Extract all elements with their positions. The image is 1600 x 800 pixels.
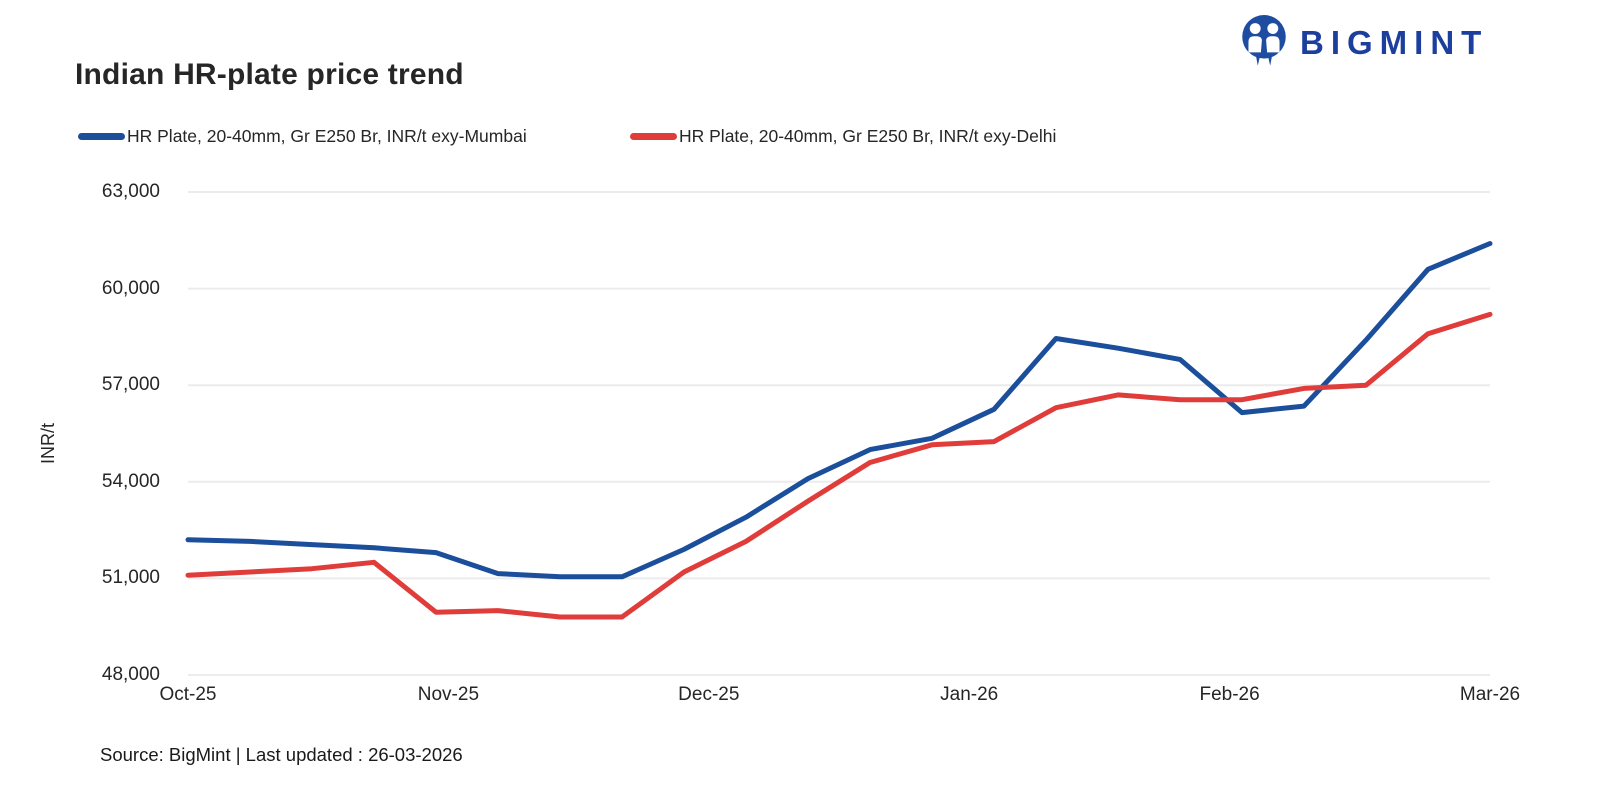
legend-label-mumbai: HR Plate, 20-40mm, Gr E250 Br, INR/t exy… bbox=[127, 126, 527, 146]
x-tick-label: Oct-25 bbox=[159, 684, 217, 705]
y-axis-title: INR/t bbox=[38, 422, 59, 465]
y-tick-label: 63,000 bbox=[101, 181, 160, 202]
bigmint-logo-icon bbox=[1242, 15, 1286, 66]
legend-item-mumbai: HR Plate, 20-40mm, Gr E250 Br, INR/t exy… bbox=[78, 126, 527, 147]
legend-swatch-delhi bbox=[630, 133, 677, 140]
series-line bbox=[185, 311, 1493, 620]
x-tick-label: Jan-26 bbox=[940, 684, 999, 705]
price-trend-chart bbox=[185, 191, 1493, 676]
source-note: Source: BigMint | Last updated : 26-03-2… bbox=[100, 744, 463, 765]
y-axis: 63,000 60,000 57,000 54,000 51,000 48,000 bbox=[0, 181, 160, 685]
y-tick-label: 48,000 bbox=[101, 664, 160, 685]
line-chart-plot-area bbox=[185, 191, 1493, 676]
y-tick-label: 54,000 bbox=[101, 470, 160, 492]
x-axis: Oct-25 Nov-25 Dec-25 Jan-26 Feb-26 Mar-26 bbox=[159, 684, 1520, 714]
x-tick-label: Feb-26 bbox=[1199, 684, 1260, 705]
series-line bbox=[185, 241, 1493, 580]
x-tick-label: Dec-25 bbox=[678, 684, 740, 705]
brand-name: BIGMINT bbox=[1300, 24, 1489, 61]
bigmint-logo: BIGMINT bbox=[1238, 14, 1488, 72]
x-tick-label: Nov-25 bbox=[417, 684, 480, 705]
page-title: Indian HR-plate price trend bbox=[75, 58, 464, 91]
legend-label-delhi: HR Plate, 20-40mm, Gr E250 Br, INR/t exy… bbox=[679, 126, 1057, 146]
y-tick-label: 57,000 bbox=[101, 374, 160, 396]
y-tick-label: 51,000 bbox=[101, 567, 160, 589]
legend-swatch-mumbai bbox=[78, 133, 125, 140]
x-tick-label: Mar-26 bbox=[1459, 684, 1521, 705]
legend-item-delhi: HR Plate, 20-40mm, Gr E250 Br, INR/t exy… bbox=[630, 126, 1056, 147]
y-tick-label: 60,000 bbox=[101, 277, 160, 299]
